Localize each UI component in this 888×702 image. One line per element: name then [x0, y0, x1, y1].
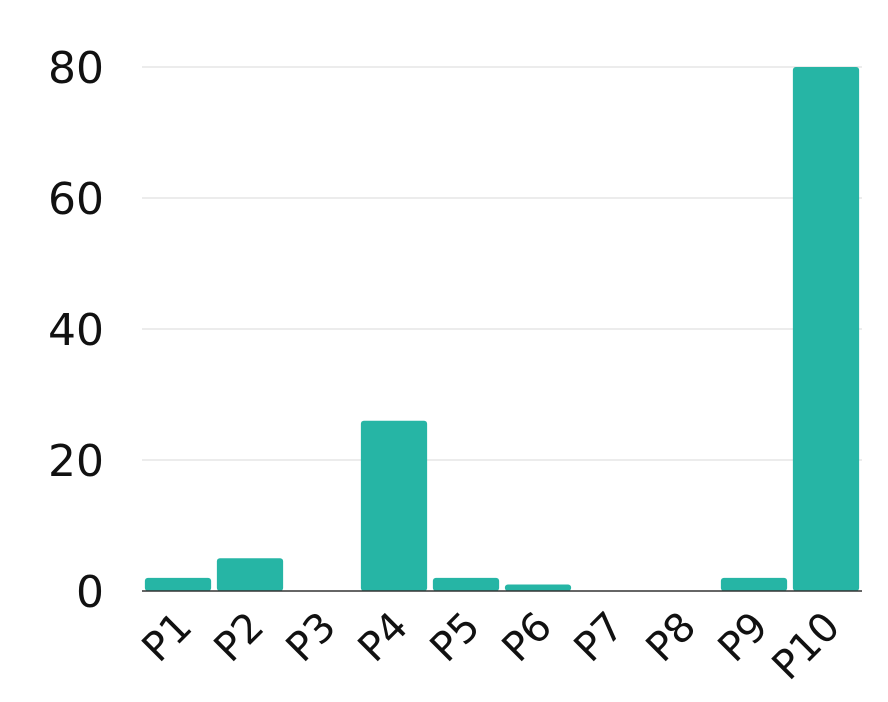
x-tick-label-p7: P7: [565, 604, 633, 672]
y-tick-label: 60: [48, 174, 104, 225]
y-tick-label: 20: [48, 436, 104, 487]
x-tick-label-p10: P10: [763, 604, 849, 690]
y-tick-label: 80: [48, 43, 104, 94]
y-axis-tick-labels: 0 20 40 60 80: [48, 43, 104, 618]
x-tick-label-p5: P5: [421, 604, 489, 672]
bar-p1: [144, 577, 212, 591]
x-tick-label-p6: P6: [493, 604, 561, 672]
bar-p9: [720, 577, 788, 591]
bar-p4: [360, 420, 428, 591]
x-tick-label-p3: P3: [277, 604, 345, 672]
x-tick-label-p8: P8: [637, 604, 705, 672]
bar-p10: [792, 67, 860, 591]
x-tick-label-p1: P1: [133, 604, 201, 672]
bars: [144, 67, 860, 591]
bar-p6: [504, 584, 572, 591]
y-tick-label: 0: [76, 567, 104, 618]
x-tick-label-p4: P4: [349, 604, 417, 672]
gridlines: [142, 66, 862, 461]
bar-p5: [432, 577, 500, 591]
y-tick-label: 40: [48, 305, 104, 356]
bar-p2: [216, 558, 284, 591]
x-tick-label-p2: P2: [205, 604, 273, 672]
